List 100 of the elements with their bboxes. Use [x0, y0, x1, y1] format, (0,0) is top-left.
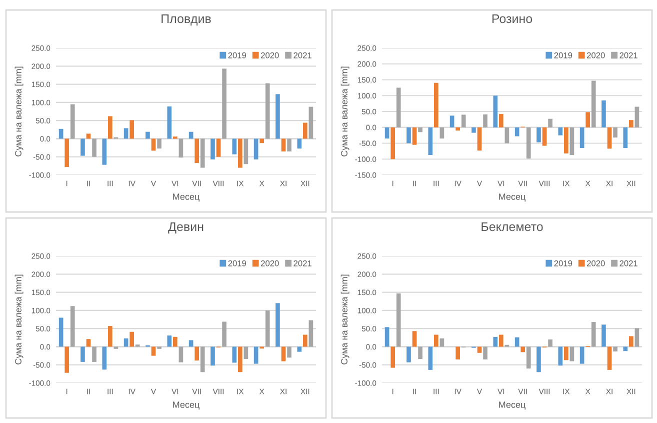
- bar: [483, 346, 488, 360]
- bar: [254, 346, 258, 364]
- bar: [493, 96, 498, 128]
- bar: [396, 293, 401, 347]
- bar: [297, 346, 302, 352]
- legend-label: 2021: [620, 52, 638, 58]
- bar: [260, 138, 264, 144]
- bar: [548, 118, 552, 128]
- bar: [151, 346, 156, 356]
- bar: [265, 83, 270, 139]
- bar: [591, 322, 596, 347]
- bar: [499, 334, 504, 347]
- bar: [80, 138, 85, 156]
- bar: [440, 127, 444, 138]
- bar: [58, 318, 64, 347]
- bar: [287, 138, 292, 152]
- bar: [570, 346, 574, 362]
- bar: [580, 127, 584, 148]
- bar: [210, 138, 215, 160]
- bar: [591, 80, 596, 128]
- bar: [629, 336, 634, 347]
- bar: [613, 346, 618, 352]
- bar: [64, 346, 69, 373]
- bar: [428, 346, 433, 370]
- bar: [200, 138, 205, 168]
- bar: [188, 340, 194, 347]
- bar: [520, 346, 525, 352]
- bar: [303, 334, 308, 347]
- bar: [151, 138, 156, 151]
- chart-title: Девин: [168, 222, 204, 234]
- legend-label: 2020: [587, 52, 605, 58]
- bar: [613, 127, 618, 138]
- bar: [418, 127, 422, 132]
- bar: [536, 346, 541, 372]
- bar: [564, 127, 568, 154]
- bar: [558, 346, 563, 366]
- legend-label: 2019: [554, 260, 572, 266]
- legend-label: 2020: [261, 52, 279, 58]
- bar: [216, 138, 221, 157]
- chart-title: Пловдив: [162, 14, 211, 26]
- bar: [297, 138, 302, 149]
- legend-label: 2021: [294, 260, 312, 266]
- bar: [564, 346, 568, 360]
- legend-label: 2020: [261, 260, 279, 266]
- bar: [130, 332, 134, 347]
- x-axis-title: Месец: [173, 402, 200, 410]
- bar: [634, 106, 640, 128]
- bar: [629, 120, 634, 128]
- bar: [244, 346, 248, 360]
- bar: [178, 138, 184, 158]
- bar: [281, 346, 286, 362]
- bar: [384, 127, 390, 138]
- bar: [308, 106, 314, 139]
- bar: [390, 346, 395, 368]
- y-axis-title: Сума на валежа [mm]: [14, 66, 24, 156]
- bar: [238, 346, 242, 372]
- bar: [130, 120, 134, 139]
- bar: [108, 116, 112, 139]
- bar: [406, 346, 411, 362]
- bar: [146, 132, 150, 139]
- legend-label: 2019: [228, 52, 246, 58]
- bar: [412, 127, 417, 145]
- bar: [276, 94, 280, 139]
- legend-label: 2019: [554, 52, 572, 58]
- bar: [254, 138, 258, 160]
- bar: [276, 303, 280, 347]
- bar: [70, 306, 75, 347]
- bar: [64, 138, 69, 168]
- y-axis-title: Сума на валежа [mm]: [340, 66, 350, 156]
- bar: [167, 106, 172, 139]
- bar: [536, 127, 541, 142]
- bar: [477, 346, 482, 353]
- bar: [418, 346, 422, 360]
- bar: [472, 127, 476, 133]
- bar: [558, 127, 563, 136]
- bar: [456, 127, 460, 131]
- chart-title: Беклемето: [482, 222, 543, 232]
- bar: [178, 346, 184, 362]
- bar: [210, 346, 215, 366]
- bar: [287, 346, 292, 358]
- bar: [514, 127, 520, 136]
- bar: [86, 134, 91, 139]
- bar: [483, 114, 488, 128]
- bar: [504, 127, 510, 144]
- bar: [607, 127, 612, 149]
- bar: [602, 324, 606, 347]
- bar: [86, 339, 91, 347]
- bar: [308, 320, 314, 347]
- bar: [390, 127, 395, 160]
- bar: [200, 346, 205, 372]
- bar: [396, 88, 401, 128]
- bar: [157, 138, 162, 149]
- bar: [456, 346, 460, 360]
- bar: [173, 336, 178, 347]
- bar: [526, 127, 531, 158]
- bar: [580, 346, 584, 364]
- bar: [194, 346, 199, 361]
- bar: [303, 122, 308, 139]
- bar: [412, 331, 417, 347]
- chart-title: Розино: [492, 14, 532, 24]
